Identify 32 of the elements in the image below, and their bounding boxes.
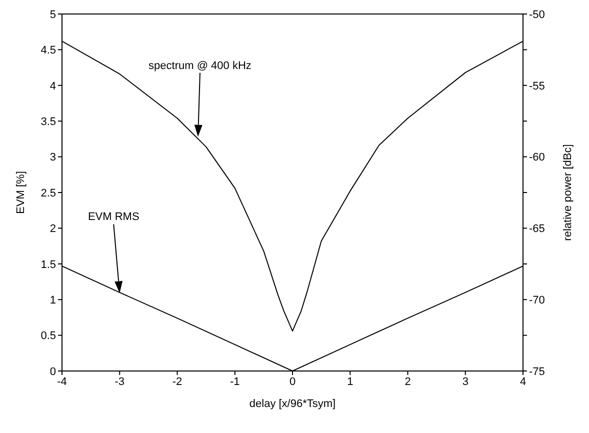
y-tick-label: 2.5 (40, 187, 56, 200)
y2-tick-label: -50 (529, 8, 545, 21)
x-tick-label: 4 (520, 376, 526, 388)
x-tick-label: 0 (289, 376, 296, 388)
x-tick-label: 3 (462, 376, 468, 388)
y-tick-label: 5 (50, 8, 56, 21)
y-tick-label: 0.5 (40, 330, 56, 342)
y-tick-label: 4.5 (40, 44, 56, 57)
annotation: spectrum @ 400 kHz (148, 60, 252, 72)
y-tick-label: 1 (50, 294, 56, 307)
y2-tick-label: -65 (529, 223, 545, 236)
annotation: EVM RMS (88, 211, 140, 224)
y-tick-label: 0 (50, 366, 56, 378)
y2-tick-label: -60 (529, 152, 545, 164)
line-series (62, 40, 523, 332)
y-tick-label: 3.5 (40, 116, 56, 128)
x-tick-label: -4 (57, 376, 67, 388)
x-tick-label: -1 (230, 376, 240, 388)
x-tick-label: 2 (404, 376, 411, 388)
y2-axis-title: relative power [dBc] (562, 144, 574, 241)
x-tick-label: 1 (347, 376, 354, 388)
x-axis-title: delay [x/96*Tsym] (249, 398, 336, 410)
y2-tick-label: -70 (529, 294, 545, 307)
y2-tick-label: -75 (529, 366, 545, 378)
y-tick-label: 3 (50, 152, 56, 164)
y-tick-label: 2 (50, 223, 56, 236)
y-tick-label: 1.5 (40, 258, 56, 271)
x-tick-label: -3 (114, 376, 125, 388)
x-tick-label: -2 (172, 376, 182, 388)
y-tick-label: 4 (50, 80, 56, 92)
y2-tick-label: -55 (529, 80, 545, 92)
y-axis-title: EVM [%] (14, 171, 27, 214)
